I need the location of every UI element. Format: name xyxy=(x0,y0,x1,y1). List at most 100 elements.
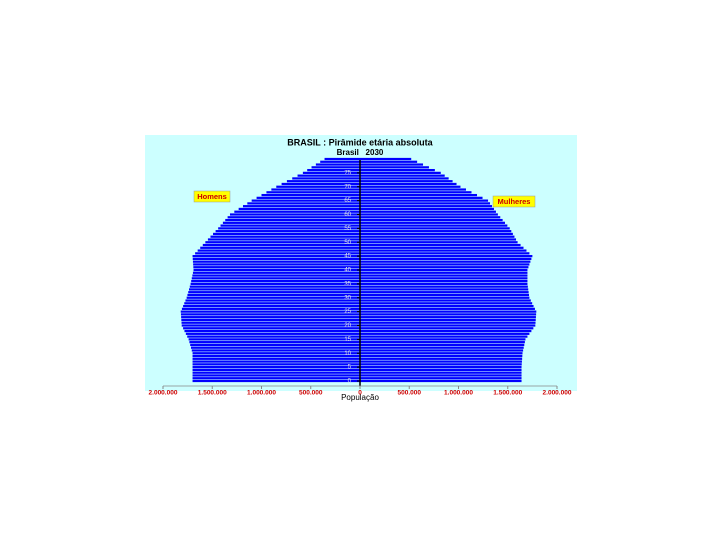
bar xyxy=(183,304,360,308)
bar xyxy=(192,379,360,383)
bar xyxy=(184,302,360,305)
bar xyxy=(360,193,478,197)
bar xyxy=(281,182,360,186)
bar xyxy=(360,266,529,269)
bar xyxy=(193,268,360,272)
bar xyxy=(360,316,536,319)
bar xyxy=(360,318,536,322)
bar xyxy=(213,232,360,236)
bar xyxy=(200,246,360,249)
bar xyxy=(360,188,466,191)
bar xyxy=(192,354,360,358)
bar xyxy=(220,224,360,227)
bar xyxy=(192,260,360,263)
bar xyxy=(193,263,360,266)
bar xyxy=(360,232,513,236)
bar xyxy=(191,277,360,280)
bar xyxy=(360,299,531,302)
bar xyxy=(360,354,523,358)
bar xyxy=(360,332,530,335)
bar xyxy=(192,271,360,274)
bar xyxy=(320,160,360,163)
y-tick-label: 50 xyxy=(344,240,351,246)
y-tick-label: 65 xyxy=(344,198,351,204)
bar xyxy=(297,174,360,177)
bar xyxy=(360,260,531,263)
bar xyxy=(266,191,360,194)
bar xyxy=(360,368,522,372)
bar xyxy=(360,255,533,258)
bar xyxy=(360,271,528,274)
bar xyxy=(181,324,360,327)
bar xyxy=(360,338,526,341)
bar xyxy=(181,307,360,310)
bar xyxy=(184,329,360,333)
x-tick-label: 1.500.000 xyxy=(493,390,522,397)
bar xyxy=(286,180,360,183)
bar xyxy=(360,282,528,285)
bar xyxy=(311,166,360,169)
bar xyxy=(360,277,528,280)
bar xyxy=(242,205,360,208)
bar xyxy=(360,307,535,310)
bar xyxy=(190,343,360,347)
bar xyxy=(360,302,533,305)
bar xyxy=(360,285,528,288)
bar xyxy=(360,341,525,344)
bar xyxy=(360,185,461,188)
bar xyxy=(360,252,530,255)
bar xyxy=(360,349,524,352)
bar xyxy=(276,185,360,188)
bar xyxy=(360,279,528,283)
bar xyxy=(360,241,518,244)
bar xyxy=(360,243,521,247)
bar xyxy=(271,188,360,191)
bar xyxy=(360,327,534,330)
bar xyxy=(192,255,360,258)
bar xyxy=(192,368,360,372)
bar xyxy=(189,288,360,291)
bar xyxy=(238,207,360,211)
chart-title: BRASIL : Pirâmide etária absoluta xyxy=(287,137,433,147)
bar xyxy=(360,224,508,227)
bar xyxy=(360,335,528,338)
bar xyxy=(195,252,360,255)
bar xyxy=(205,241,360,244)
y-tick-label: 35 xyxy=(344,281,351,287)
bar xyxy=(192,366,360,369)
bar xyxy=(360,249,527,252)
legend-box xyxy=(492,195,536,208)
legend-label: Homens xyxy=(197,192,227,201)
x-tick-label: 500.000 xyxy=(299,390,323,397)
bar xyxy=(360,268,528,272)
bar xyxy=(192,360,360,363)
y-tick-label: 20 xyxy=(344,323,351,329)
bar xyxy=(302,171,360,174)
x-tick-label: 2.000.000 xyxy=(543,390,572,397)
bar xyxy=(315,163,360,166)
bar xyxy=(292,177,360,180)
bar xyxy=(360,180,453,183)
y-tick-label: 55 xyxy=(344,226,351,232)
bar xyxy=(360,221,505,224)
bar xyxy=(360,227,510,230)
bar xyxy=(181,316,360,319)
bar xyxy=(360,360,522,363)
bar xyxy=(360,230,512,233)
bar xyxy=(256,196,360,199)
y-tick-label: 10 xyxy=(344,351,351,357)
bar xyxy=(234,210,360,213)
bar xyxy=(360,329,532,333)
bar xyxy=(247,202,360,205)
bar xyxy=(218,227,360,230)
bar xyxy=(202,243,360,247)
bar xyxy=(360,171,441,174)
bar xyxy=(360,163,424,166)
bar xyxy=(360,160,418,163)
x-axis-label: População xyxy=(341,393,379,402)
bar xyxy=(229,213,360,216)
bar xyxy=(187,335,360,338)
bar xyxy=(360,207,494,211)
bar xyxy=(192,374,360,377)
bar xyxy=(360,343,525,347)
